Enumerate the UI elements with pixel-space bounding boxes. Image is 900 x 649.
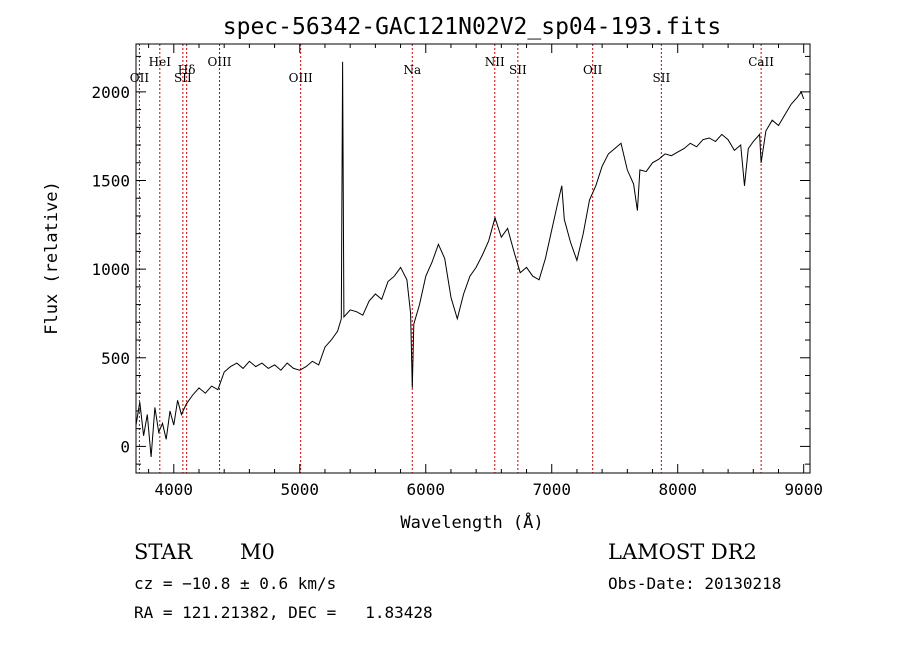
marker-label-10: SII bbox=[652, 71, 670, 85]
spectrum-line bbox=[135, 61, 805, 458]
y-tick-label-0: 0 bbox=[120, 437, 130, 456]
marker-label-0: HeI bbox=[149, 55, 172, 69]
x-tick-label-1: 5000 bbox=[281, 480, 320, 499]
object-subclass: M0 bbox=[240, 540, 275, 564]
x-tick-label-0: 4000 bbox=[155, 480, 194, 499]
x-tick-label-4: 8000 bbox=[658, 480, 697, 499]
observation-date: Obs-Date: 20130218 bbox=[608, 574, 782, 593]
x-tick-label-3: 7000 bbox=[532, 480, 571, 499]
axis-tick-labels: 4000 5000 6000 7000 8000 9000 0 500 1000 1500 2000 bbox=[91, 83, 822, 499]
y-tick-label-4: 2000 bbox=[91, 83, 130, 102]
marker-label-6: Na bbox=[403, 63, 421, 77]
survey-name: LAMOST DR2 bbox=[608, 540, 757, 564]
marker-label-1: OII bbox=[130, 71, 150, 85]
y-tick-label-1: 500 bbox=[101, 349, 130, 368]
axis-ticks bbox=[136, 44, 810, 473]
marker-label-2: Hδ bbox=[178, 63, 196, 77]
marker-label-7: NII bbox=[485, 55, 505, 69]
object-class: STAR bbox=[134, 540, 193, 564]
marker-label-11: CaII bbox=[748, 55, 774, 69]
coordinates: RA = 121.21382, DEC = 1.83428 bbox=[134, 603, 433, 622]
x-axis-label: Wavelength (Å) bbox=[400, 511, 543, 533]
x-tick-label-2: 6000 bbox=[406, 480, 445, 499]
marker-label-4: OIII bbox=[207, 55, 231, 69]
y-tick-label-2: 1000 bbox=[91, 260, 130, 279]
y-axis-label: Flux (relative) bbox=[42, 181, 62, 335]
spectrum-layer bbox=[135, 61, 805, 458]
marker-label-5: OIII bbox=[289, 71, 313, 85]
marker-label-8: SII bbox=[509, 63, 527, 77]
plot-frame bbox=[135, 43, 811, 474]
x-tick-label-5: 9000 bbox=[784, 480, 823, 499]
chart-title: spec-56342-GAC121N02V2_sp04-193.fits bbox=[223, 14, 722, 40]
marker-label-3: SII bbox=[174, 71, 192, 85]
y-tick-label-3: 1500 bbox=[91, 172, 130, 191]
marker-label-9: OII bbox=[583, 63, 603, 77]
redshift-value: cz = −10.8 ± 0.6 km/s bbox=[134, 574, 337, 593]
spectrum-chart: spec-56342-GAC121N02V2_sp04-193.fits HeI… bbox=[42, 14, 823, 533]
